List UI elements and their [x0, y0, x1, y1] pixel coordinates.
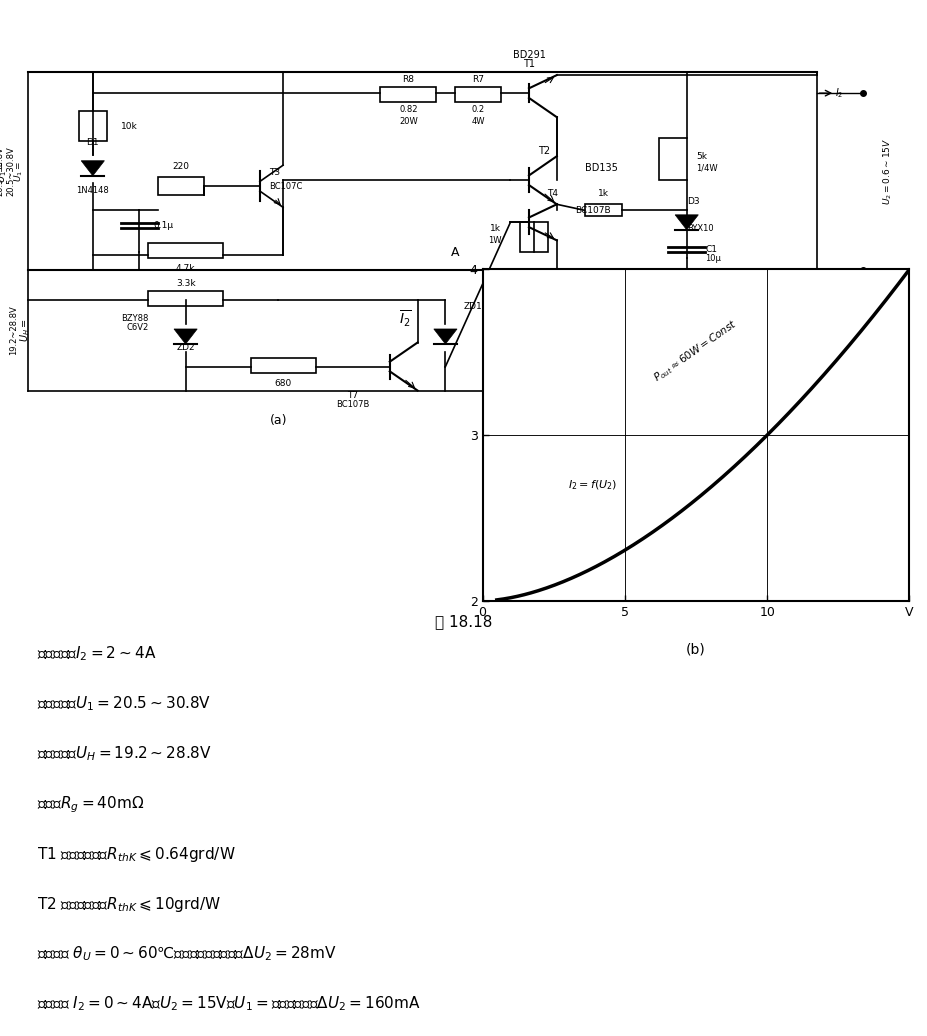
Text: T7: T7 — [347, 391, 358, 400]
Text: BC107C: BC107C — [269, 181, 302, 191]
Text: 0.82: 0.82 — [399, 105, 417, 114]
Text: 2.2k: 2.2k — [705, 332, 724, 341]
Polygon shape — [82, 161, 105, 176]
Text: $I_2$: $I_2$ — [834, 86, 843, 100]
Text: 1/4W: 1/4W — [695, 164, 717, 173]
Text: C6V2: C6V2 — [126, 323, 148, 332]
Text: $U_1=$: $U_1=$ — [0, 160, 9, 182]
Bar — [519, 223, 547, 253]
Text: A: A — [575, 374, 581, 383]
Text: 19.2~28.8V: 19.2~28.8V — [9, 306, 19, 355]
Text: C6V2: C6V2 — [482, 323, 504, 332]
Text: T2: T2 — [538, 146, 550, 156]
Text: 220: 220 — [172, 163, 189, 171]
Text: 1k: 1k — [489, 224, 501, 233]
Text: $P_{out}\approx60W=Const$: $P_{out}\approx60W=Const$ — [651, 317, 740, 385]
Text: 内阻：$R_g=40$m$\Omega$: 内阻：$R_g=40$m$\Omega$ — [37, 795, 144, 815]
Text: C1: C1 — [705, 244, 717, 254]
Text: 680: 680 — [274, 378, 291, 387]
Text: ZD1: ZD1 — [464, 301, 482, 311]
Text: BD291: BD291 — [512, 50, 545, 60]
Text: ZD2: ZD2 — [176, 343, 195, 351]
Text: T2 散热器热阻：$R_{thK}\leqslant10$grd/W: T2 散热器热阻：$R_{thK}\leqslant10$grd/W — [37, 895, 221, 914]
Text: T1: T1 — [523, 59, 534, 69]
Text: 4.7k: 4.7k — [175, 264, 196, 274]
Text: BYX10: BYX10 — [686, 224, 713, 233]
Text: $U_2=0.6\sim15V$: $U_2=0.6\sim15V$ — [881, 138, 893, 205]
Text: $U_H=$: $U_H=$ — [19, 319, 32, 342]
Text: BD135: BD135 — [584, 164, 616, 173]
Bar — [158, 177, 204, 195]
Text: $I_2 = f(U_2)$: $I_2 = f(U_2)$ — [567, 478, 616, 492]
Bar — [584, 204, 621, 217]
Bar — [79, 111, 107, 141]
Text: D1: D1 — [86, 138, 99, 147]
Text: BC107B: BC107B — [336, 400, 369, 408]
Text: T4: T4 — [547, 190, 558, 198]
Text: 20.5~30.8V: 20.5~30.8V — [0, 146, 5, 196]
Polygon shape — [434, 329, 457, 344]
Text: D3: D3 — [686, 197, 699, 206]
Bar — [667, 313, 695, 361]
Text: BC107B: BC107B — [575, 206, 610, 214]
Text: BZY88: BZY88 — [482, 314, 509, 323]
Text: 1W: 1W — [487, 236, 501, 244]
Bar — [658, 138, 686, 180]
Text: 0.1μ: 0.1μ — [153, 221, 173, 230]
Text: 20.5~30.8V: 20.5~30.8V — [6, 146, 16, 196]
Text: (b): (b) — [685, 642, 705, 657]
Text: $I_2$: $I_2$ — [533, 384, 541, 399]
Text: 10k: 10k — [121, 121, 137, 131]
Text: T1 散热器热阻：$R_{thK}\leqslant0.64$grd/W: T1 散热器热阻：$R_{thK}\leqslant0.64$grd/W — [37, 844, 235, 864]
Text: 图 18.18: 图 18.18 — [435, 614, 492, 629]
Text: $U_1=$: $U_1=$ — [12, 161, 25, 182]
Text: 输入电压：$U_1=20.5\sim30.8$V: 输入电压：$U_1=20.5\sim30.8$V — [37, 694, 211, 713]
Text: A: A — [451, 247, 459, 259]
Text: $\overline{I_2}$: $\overline{I_2}$ — [399, 309, 411, 329]
Polygon shape — [174, 329, 197, 344]
Text: (a): (a) — [270, 414, 286, 427]
Bar — [148, 243, 222, 258]
Text: 1N4148: 1N4148 — [76, 186, 109, 195]
Bar — [380, 87, 436, 103]
Text: 3.3k: 3.3k — [175, 280, 196, 288]
Text: T3: T3 — [269, 168, 280, 177]
Text: 10μ: 10μ — [705, 254, 720, 263]
Polygon shape — [675, 214, 698, 230]
Text: 输出电流：$I_2=2\sim4$A: 输出电流：$I_2=2\sim4$A — [37, 644, 157, 663]
Text: 0.2: 0.2 — [471, 105, 484, 114]
Text: BZY88: BZY88 — [121, 314, 148, 323]
Text: 辅助电压：$U_H=19.2\sim28.8$V: 辅助电压：$U_H=19.2\sim28.8$V — [37, 745, 211, 764]
Text: 20W: 20W — [399, 117, 417, 126]
Text: 4W: 4W — [471, 117, 484, 126]
Text: +: + — [857, 283, 868, 295]
Bar — [250, 357, 315, 373]
Text: 5k: 5k — [695, 151, 706, 161]
Text: R7: R7 — [472, 76, 483, 84]
Bar — [454, 87, 501, 103]
Text: 环境温度 $\theta_U=0\sim60$℃时输出电压变化量：$\Delta U_2=28$mV: 环境温度 $\theta_U=0\sim60$℃时输出电压变化量：$\Delta… — [37, 945, 337, 963]
Text: R8: R8 — [402, 76, 413, 84]
Text: 输出电流 $I_2=0\sim4$A（$U_2=15$V，$U_1=$常数时）时：$\Delta U_2=160$mA: 输出电流 $I_2=0\sim4$A（$U_2=15$V，$U_1=$常数时）时… — [37, 995, 420, 1013]
Text: $U_{ZD}$: $U_{ZD}$ — [482, 336, 501, 349]
Bar — [148, 291, 222, 307]
Text: 1k: 1k — [597, 190, 608, 198]
